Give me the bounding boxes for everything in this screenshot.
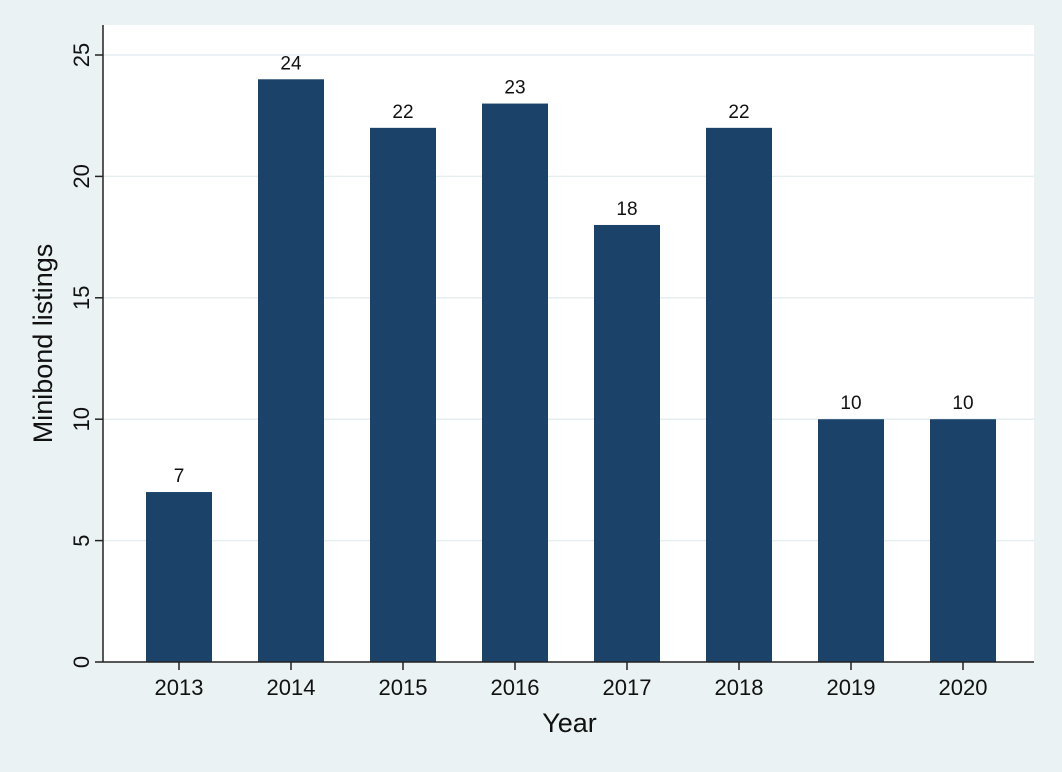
bar-2019 <box>818 419 884 662</box>
x-axis-title: Year <box>542 708 597 738</box>
x-tick-label-2017: 2017 <box>603 675 652 700</box>
x-tick-label-2014: 2014 <box>267 675 316 700</box>
bar-2015 <box>370 127 436 663</box>
bar-2013 <box>146 492 212 662</box>
y-tick-label: 20 <box>69 164 94 188</box>
x-tick-label-2020: 2020 <box>939 675 988 700</box>
y-tick-label: 10 <box>69 407 94 431</box>
plot-area <box>103 25 1034 662</box>
y-tick-label: 5 <box>69 534 94 546</box>
data-label-2019: 10 <box>840 393 861 414</box>
x-tick-label-2015: 2015 <box>379 675 428 700</box>
x-tick-label-2018: 2018 <box>715 675 764 700</box>
data-labels: 7 24 22 23 18 22 10 10 <box>174 53 974 487</box>
data-label-2013: 7 <box>174 466 185 487</box>
bar-2017 <box>594 224 660 662</box>
bar-2020 <box>930 419 996 662</box>
data-label-2014: 24 <box>280 53 302 74</box>
data-label-2016: 23 <box>504 78 525 99</box>
y-tick-labels: 0 5 10 15 20 25 <box>69 43 94 668</box>
bar-2018 <box>706 127 772 663</box>
y-tick-label: 15 <box>69 286 94 310</box>
axes <box>95 25 1034 670</box>
data-label-2017: 18 <box>616 199 637 220</box>
bar-2014 <box>258 79 324 662</box>
bars <box>146 79 996 663</box>
y-axis-title: Minibond listings <box>28 244 58 444</box>
x-tick-label-2016: 2016 <box>491 675 540 700</box>
y-tick-label: 25 <box>69 43 94 67</box>
x-tick-labels: 2013 2014 2015 2016 2017 2018 2019 2020 <box>155 675 988 700</box>
x-tick-label-2019: 2019 <box>827 675 876 700</box>
x-tick-label-2013: 2013 <box>155 675 204 700</box>
bar-2016 <box>482 103 548 662</box>
data-label-2018: 22 <box>728 102 749 123</box>
data-label-2015: 22 <box>392 102 413 123</box>
y-tick-label: 0 <box>69 656 94 668</box>
data-label-2020: 10 <box>952 393 973 414</box>
